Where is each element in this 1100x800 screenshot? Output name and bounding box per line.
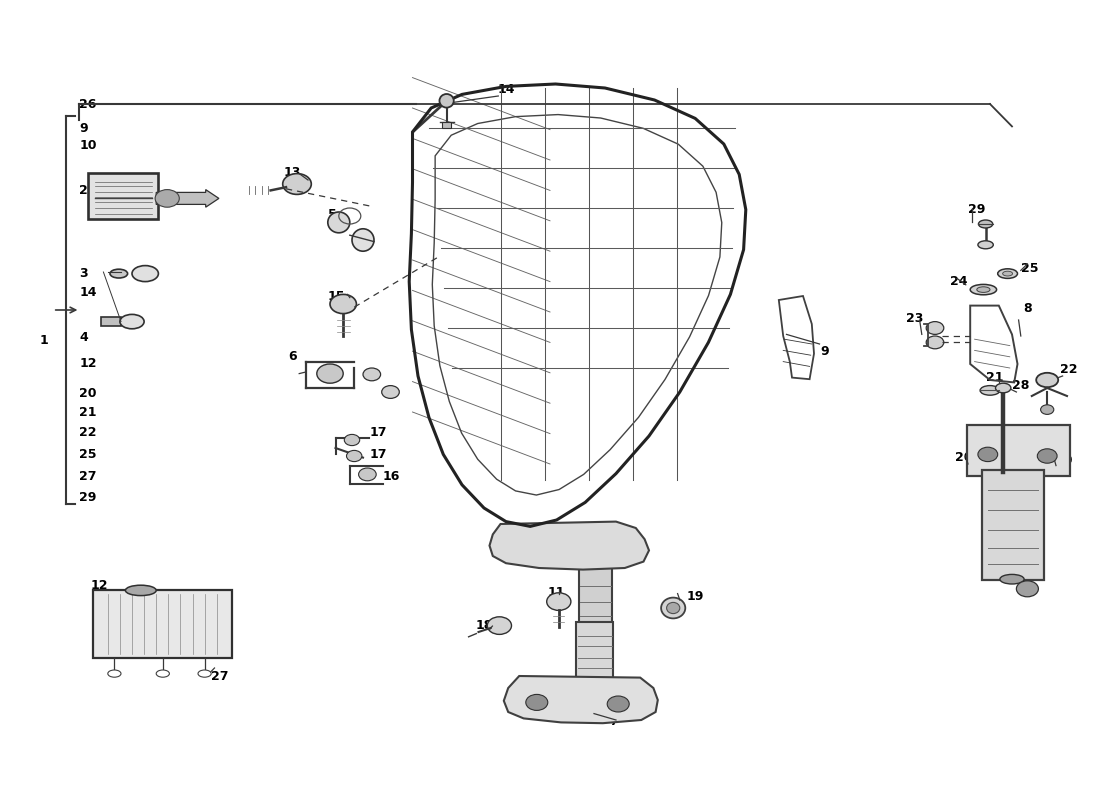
Circle shape xyxy=(926,322,944,334)
Text: 23: 23 xyxy=(906,312,924,325)
Circle shape xyxy=(526,694,548,710)
Circle shape xyxy=(978,447,998,462)
Text: 20: 20 xyxy=(79,387,97,400)
Ellipse shape xyxy=(667,602,680,614)
Text: 22: 22 xyxy=(1060,363,1078,376)
Text: 6: 6 xyxy=(288,350,297,363)
Ellipse shape xyxy=(661,598,685,618)
Ellipse shape xyxy=(1003,271,1013,276)
Text: 10: 10 xyxy=(79,139,97,152)
Text: 21: 21 xyxy=(79,406,97,419)
FancyBboxPatch shape xyxy=(94,590,232,658)
Circle shape xyxy=(926,336,944,349)
Text: 25: 25 xyxy=(1021,262,1038,274)
Text: 24: 24 xyxy=(950,275,968,288)
FancyBboxPatch shape xyxy=(442,122,451,128)
Ellipse shape xyxy=(1000,574,1024,584)
Text: 7: 7 xyxy=(609,715,618,728)
FancyBboxPatch shape xyxy=(576,622,613,678)
Text: 14: 14 xyxy=(79,286,97,298)
Text: 25: 25 xyxy=(79,448,97,461)
Circle shape xyxy=(1041,405,1054,414)
Ellipse shape xyxy=(980,386,1000,395)
FancyBboxPatch shape xyxy=(88,173,158,219)
Circle shape xyxy=(317,364,343,383)
Circle shape xyxy=(283,174,311,194)
Text: 11: 11 xyxy=(548,586,565,598)
Circle shape xyxy=(1037,449,1057,463)
Text: 15: 15 xyxy=(328,290,345,302)
Text: 9: 9 xyxy=(821,346,829,358)
Text: 20: 20 xyxy=(955,451,972,464)
Text: 28: 28 xyxy=(1012,379,1030,392)
Ellipse shape xyxy=(996,383,1011,393)
Circle shape xyxy=(344,434,360,446)
Circle shape xyxy=(359,468,376,481)
Text: 1: 1 xyxy=(40,334,48,346)
Polygon shape xyxy=(490,522,649,570)
Circle shape xyxy=(547,593,571,610)
Text: 17: 17 xyxy=(370,426,387,438)
Ellipse shape xyxy=(125,586,156,595)
FancyBboxPatch shape xyxy=(967,425,1070,476)
Circle shape xyxy=(346,450,362,462)
Text: 13: 13 xyxy=(284,166,301,179)
Ellipse shape xyxy=(328,212,350,233)
Text: 14: 14 xyxy=(497,83,515,96)
Text: 17: 17 xyxy=(370,448,387,461)
Polygon shape xyxy=(504,676,658,723)
Ellipse shape xyxy=(978,241,993,249)
FancyBboxPatch shape xyxy=(579,566,612,626)
Text: 12: 12 xyxy=(79,358,97,370)
Circle shape xyxy=(363,368,381,381)
Text: 2: 2 xyxy=(79,184,88,197)
Text: 10: 10 xyxy=(1056,454,1074,466)
Ellipse shape xyxy=(440,94,453,107)
Text: 27: 27 xyxy=(211,670,229,683)
Ellipse shape xyxy=(998,269,1018,278)
Text: 18: 18 xyxy=(475,619,493,632)
Text: 3: 3 xyxy=(79,267,88,280)
Circle shape xyxy=(607,696,629,712)
Text: 21: 21 xyxy=(986,371,1003,384)
Ellipse shape xyxy=(352,229,374,251)
Circle shape xyxy=(1016,581,1038,597)
Text: 16: 16 xyxy=(383,470,400,483)
Text: 29: 29 xyxy=(79,491,97,504)
Ellipse shape xyxy=(120,314,144,329)
Ellipse shape xyxy=(132,266,158,282)
FancyBboxPatch shape xyxy=(982,470,1044,580)
Text: 4: 4 xyxy=(79,331,88,344)
Text: 5: 5 xyxy=(328,208,337,221)
Text: 29: 29 xyxy=(968,203,986,216)
Ellipse shape xyxy=(156,670,169,677)
FancyBboxPatch shape xyxy=(101,317,121,326)
Circle shape xyxy=(330,294,356,314)
Ellipse shape xyxy=(1036,373,1058,387)
Ellipse shape xyxy=(970,284,997,294)
Circle shape xyxy=(382,386,399,398)
Text: 26: 26 xyxy=(79,98,97,110)
Text: 9: 9 xyxy=(79,122,88,134)
Ellipse shape xyxy=(108,670,121,677)
Ellipse shape xyxy=(979,220,992,228)
Text: 22: 22 xyxy=(79,426,97,438)
Circle shape xyxy=(487,617,512,634)
Circle shape xyxy=(155,190,179,207)
Text: 27: 27 xyxy=(79,470,97,483)
FancyArrow shape xyxy=(156,190,219,207)
Ellipse shape xyxy=(198,670,211,677)
Ellipse shape xyxy=(110,269,128,278)
Text: 8: 8 xyxy=(1023,302,1032,314)
Text: 19: 19 xyxy=(686,590,704,602)
Ellipse shape xyxy=(977,286,990,292)
Text: 12: 12 xyxy=(90,579,108,592)
